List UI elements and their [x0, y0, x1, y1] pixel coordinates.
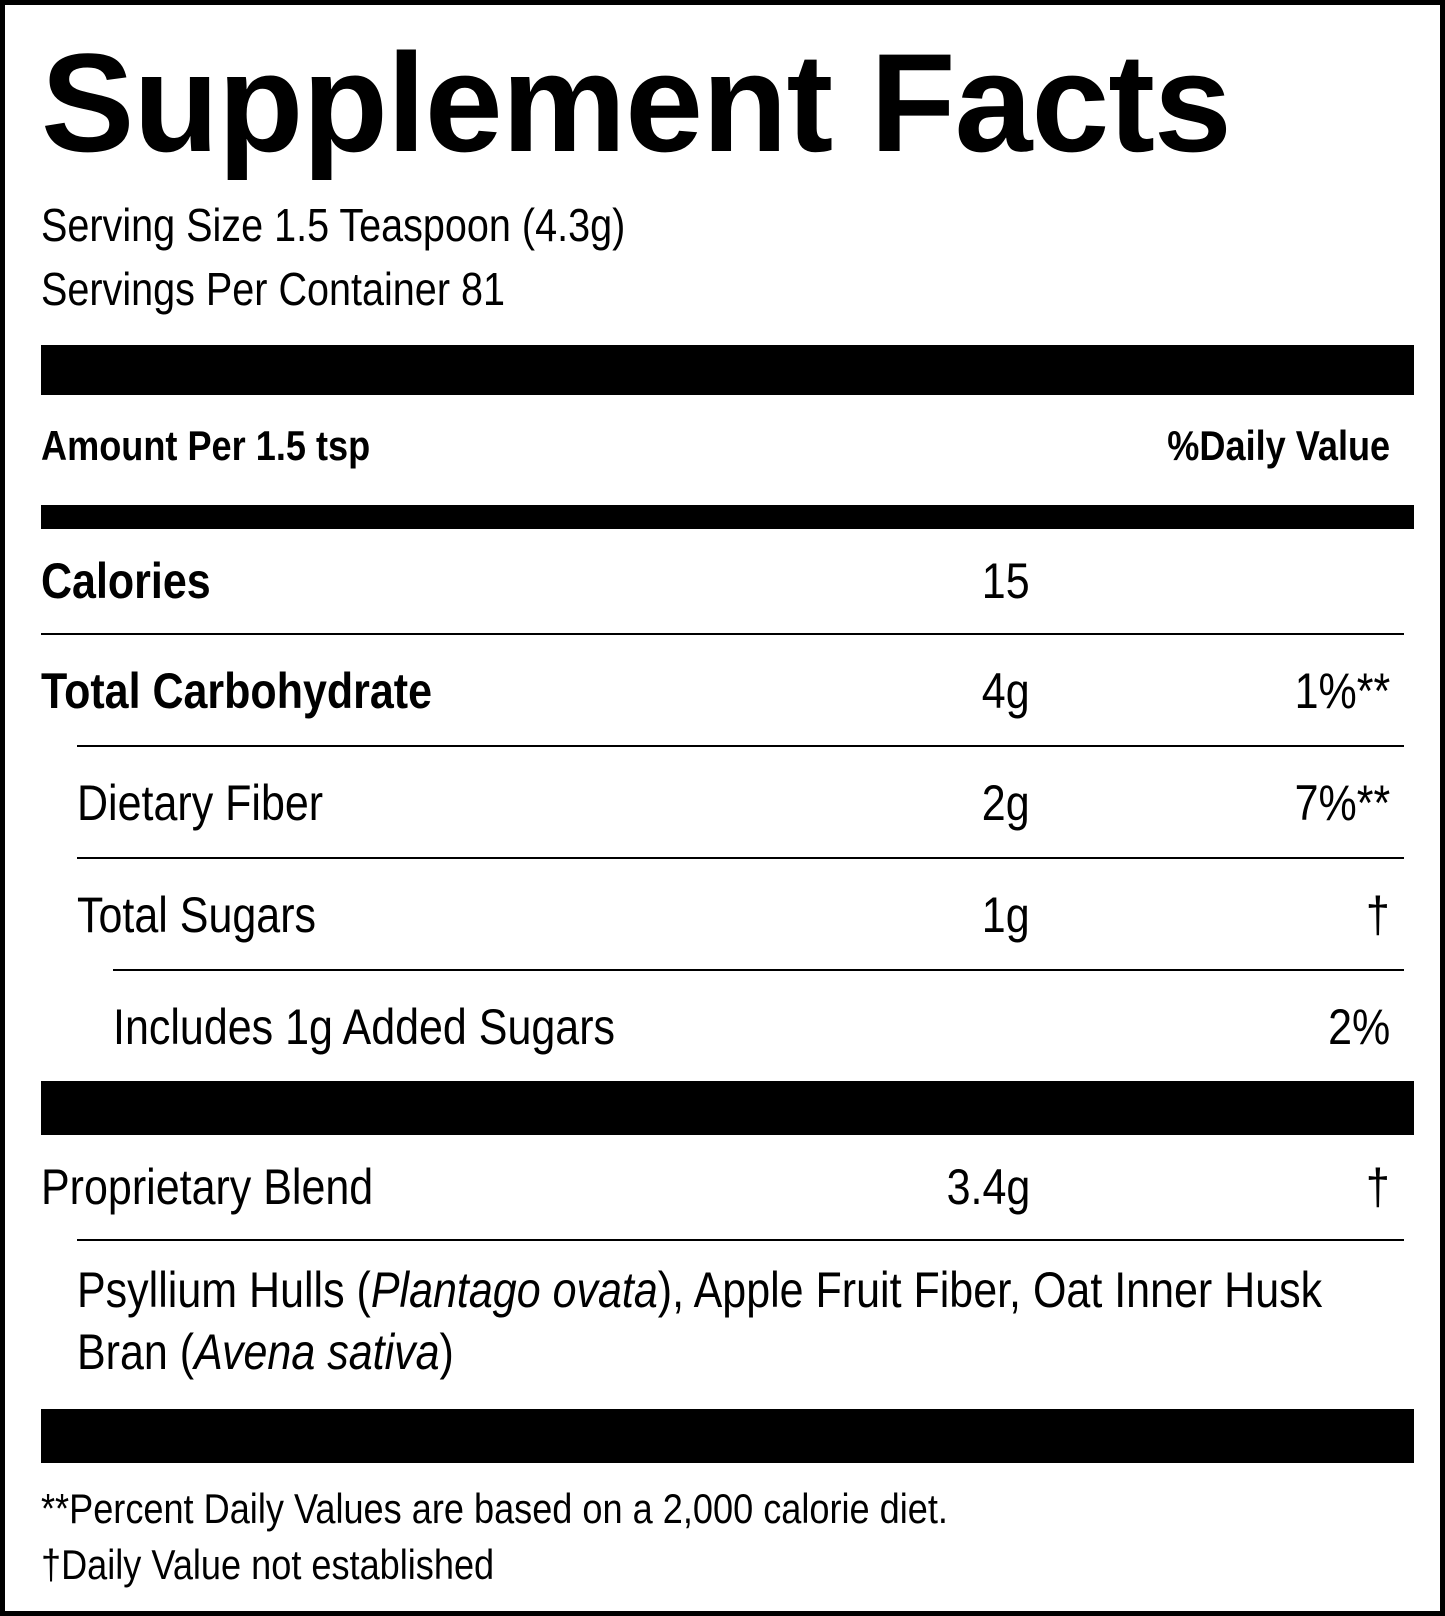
- nutrient-amount-calories: 15: [982, 553, 1030, 609]
- daily-value-header: %Daily Value: [1167, 422, 1390, 469]
- row-divider: [77, 745, 1404, 747]
- ingredients-latin-name: Avena sativa: [194, 1324, 440, 1380]
- ingredients-text: Psyllium Hulls (: [77, 1262, 371, 1318]
- ingredients-latin-name: Plantago ovata: [370, 1262, 658, 1318]
- nutrient-name-total-sugars: Total Sugars: [77, 887, 317, 943]
- nutrient-dv-total-carbohydrate: 1%**: [1294, 663, 1390, 719]
- row-divider: [41, 633, 1404, 635]
- row-divider: [77, 857, 1404, 859]
- row-divider: [77, 1239, 1404, 1241]
- nutrient-amount-total-carbohydrate: 4g: [982, 663, 1030, 719]
- nutrient-dv-dietary-fiber: 7%**: [1294, 775, 1390, 831]
- thick-divider-top: [41, 345, 1414, 395]
- panel-title: Supplement Facts: [41, 24, 1232, 181]
- nutrient-name-total-carbohydrate: Total Carbohydrate: [41, 663, 433, 719]
- blend-name: Proprietary Blend: [41, 1159, 374, 1215]
- row-divider: [113, 969, 1404, 971]
- nutrient-amount-total-sugars: 1g: [982, 887, 1030, 943]
- footnote-daily-value-not-established: †Daily Value not established: [41, 1541, 495, 1588]
- footnote-percent-daily-values: **Percent Daily Values are based on a 2,…: [41, 1485, 948, 1532]
- nutrient-name-added-sugars: Includes 1g Added Sugars: [113, 999, 616, 1055]
- blend-amount: 3.4g: [946, 1159, 1030, 1215]
- thick-divider-bottom: [41, 1409, 1414, 1463]
- blend-dv: †: [1366, 1159, 1390, 1215]
- blend-ingredients: Psyllium Hulls (Plantago ovata), Apple F…: [77, 1259, 1419, 1383]
- servings-per-container: Servings Per Container 81: [41, 263, 505, 315]
- serving-size: Serving Size 1.5 Teaspoon (4.3g): [41, 199, 626, 251]
- thick-divider-middle: [41, 1081, 1414, 1135]
- nutrient-dv-total-sugars: †: [1366, 887, 1390, 943]
- nutrient-name-dietary-fiber: Dietary Fiber: [77, 775, 324, 831]
- ingredients-text: ), Apple Fruit Fiber, Oat Inner Husk Bra…: [77, 1262, 1323, 1380]
- nutrient-dv-added-sugars: 2%: [1327, 999, 1390, 1055]
- nutrient-name-calories: Calories: [41, 553, 211, 609]
- ingredients-text: ): [439, 1324, 454, 1380]
- amount-per-header: Amount Per 1.5 tsp: [41, 422, 371, 469]
- medium-divider: [41, 505, 1414, 529]
- nutrient-amount-dietary-fiber: 2g: [982, 775, 1030, 831]
